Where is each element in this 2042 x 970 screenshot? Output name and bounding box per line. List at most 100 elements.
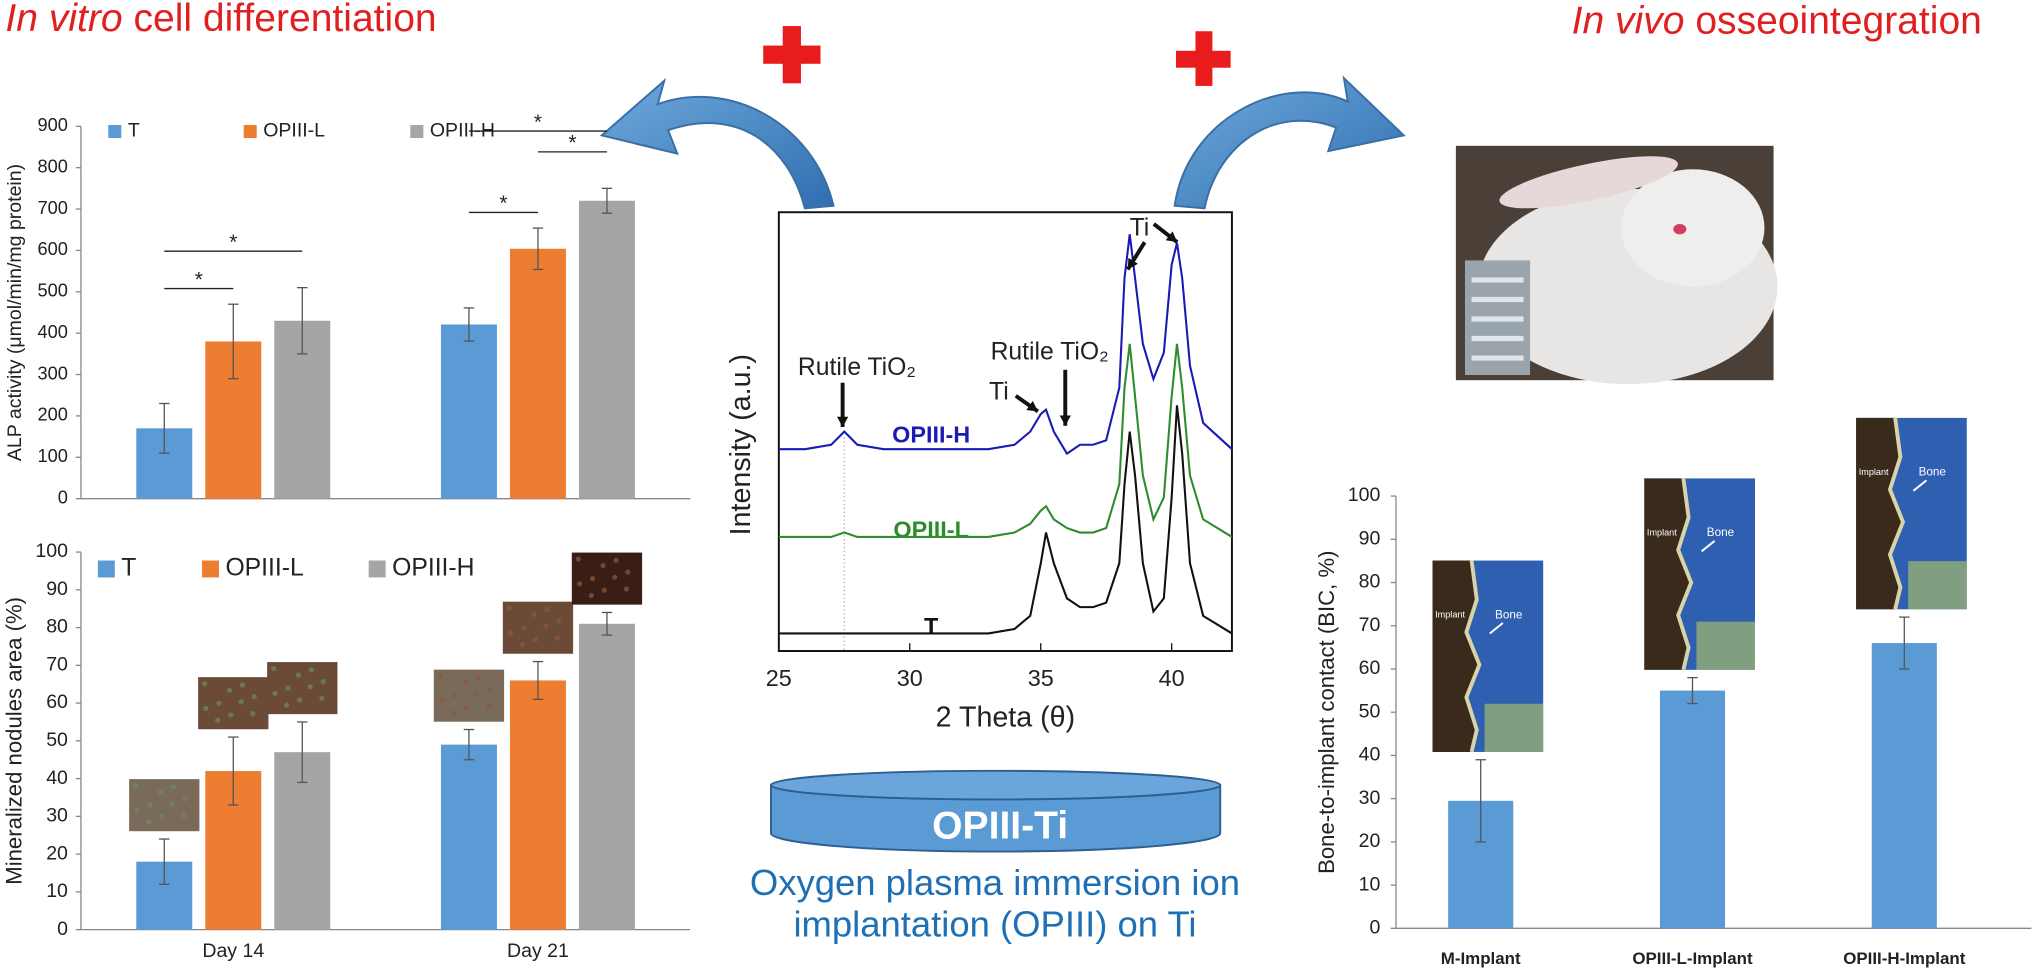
thumbnail-speck [226, 687, 232, 693]
thumbnail-speck [228, 712, 234, 718]
error-bar [1687, 676, 1698, 705]
thumbnail-speck [170, 784, 176, 790]
histology-image: Implant Bone [1432, 560, 1544, 753]
plus-icon [1175, 31, 1231, 86]
caption-line: Oxygen plasma immersion ion [750, 862, 1240, 903]
plot-frame [777, 211, 1233, 652]
thumbnail [502, 601, 574, 654]
thumbnail-speck [308, 667, 315, 673]
thumbnail-speck [146, 819, 152, 825]
x-tick-label: OPIII-L-Implant [1632, 949, 1753, 968]
error-bar [228, 303, 239, 380]
significance-label: * [499, 192, 507, 215]
thumbnail-speck [612, 574, 618, 580]
histology-label: Implant [1859, 467, 1889, 477]
thumbnail-speck [181, 812, 187, 819]
y-axis-label: Bone-to-implant contact (BIC, %) [1314, 550, 1339, 873]
y-tick-label: 100 [38, 446, 68, 466]
y-tick-label: 30 [1359, 787, 1381, 809]
thumbnail-speck [462, 680, 468, 686]
bone-region [1908, 561, 1967, 610]
annotation: Rutile TiO₂ [798, 354, 916, 381]
significance-label: * [229, 231, 237, 254]
y-tick-label: 80 [46, 616, 68, 638]
arrow-head [1127, 257, 1138, 270]
thumbnail-speck [285, 685, 291, 691]
error-bar [532, 227, 544, 271]
thumbnail-speck [485, 703, 492, 709]
header-rest: cell differentiation [123, 0, 437, 40]
thumbnail-speck [531, 612, 537, 618]
y-tick-label: 0 [1369, 916, 1380, 938]
y-tick-label: 40 [1359, 744, 1381, 766]
y-tick-label: 0 [58, 487, 68, 507]
y-axis-label: Intensity (a.u.) [725, 354, 757, 535]
thumbnail-speck [295, 672, 301, 678]
thumbnail-speck [623, 586, 630, 592]
annotation-arrow [1014, 394, 1040, 414]
thumbnail-image [129, 779, 200, 832]
thumbnail-speck [216, 700, 222, 706]
curved-arrow [599, 77, 835, 210]
thumbnail-image [571, 552, 643, 605]
y-tick-label: 70 [1359, 614, 1381, 636]
x-axis-label: 2 Theta (θ) [936, 701, 1075, 733]
bar [578, 623, 635, 930]
bone-edge [1887, 417, 1906, 610]
x-tick-label: Day 21 [507, 940, 569, 962]
histology-label: Implant [1647, 528, 1677, 538]
bone-region [1484, 703, 1544, 752]
significance-label: * [195, 268, 203, 291]
thumbnail-speck [239, 682, 245, 688]
y-tick-label: 60 [46, 691, 68, 713]
error-bar [159, 838, 170, 885]
histology-label: Bone [1707, 526, 1734, 539]
bar [509, 248, 566, 499]
thumbnail-image [267, 662, 338, 715]
y-tick-label: 60 [1359, 657, 1381, 679]
histology-label: Implant [1435, 610, 1465, 620]
y-tick-label: 40 [46, 767, 68, 789]
bone-edge [1464, 560, 1482, 753]
y-tick-label: 20 [46, 842, 68, 864]
thumbnail-speck [450, 709, 456, 716]
left-header: In vitro cell differentiation [5, 0, 436, 40]
thumbnail-speck [157, 789, 163, 795]
legend-label: OPIII-H [430, 120, 495, 142]
y-tick-label: 10 [1359, 873, 1381, 895]
right-header: In vivo osseointegration [1572, 0, 1982, 43]
x-tick-label: M-Implant [1441, 949, 1521, 968]
y-tick-label: 100 [35, 540, 68, 562]
thumbnail-speck [590, 576, 596, 582]
thumbnail-speck [133, 783, 139, 789]
series-label: OPIII-H [892, 421, 970, 447]
y-tick-label: 0 [57, 918, 68, 940]
thumbnail-speck [475, 674, 481, 681]
thumbnail-speck [134, 807, 140, 813]
error-bar [297, 287, 308, 355]
header-rest: osseointegration [1684, 0, 1981, 43]
x-tick-label: 40 [1159, 665, 1185, 691]
annotation-arrow [837, 382, 849, 428]
thumbnail-speck [215, 717, 221, 723]
thumbnail-image [198, 677, 269, 730]
legend-swatch [202, 560, 219, 578]
y-tick-label: 400 [38, 322, 68, 342]
histology-arrow [1912, 479, 1928, 492]
thumbnail-speck [463, 704, 469, 710]
error-bar [159, 402, 170, 454]
thumbnail-speck [439, 698, 445, 704]
annotation-arrow [1152, 222, 1179, 244]
bar [578, 200, 635, 499]
thumbnail-speck [297, 697, 303, 703]
y-tick-label: 10 [46, 880, 68, 902]
y-tick-label: 90 [46, 578, 68, 600]
implant-region [1432, 560, 1480, 752]
legend-label: OPIII-H [392, 555, 474, 582]
bar [440, 324, 497, 499]
header-italic: In vitro [5, 0, 122, 40]
thumbnail-speck [452, 693, 458, 699]
bar [509, 680, 566, 930]
series-line [778, 234, 1233, 456]
